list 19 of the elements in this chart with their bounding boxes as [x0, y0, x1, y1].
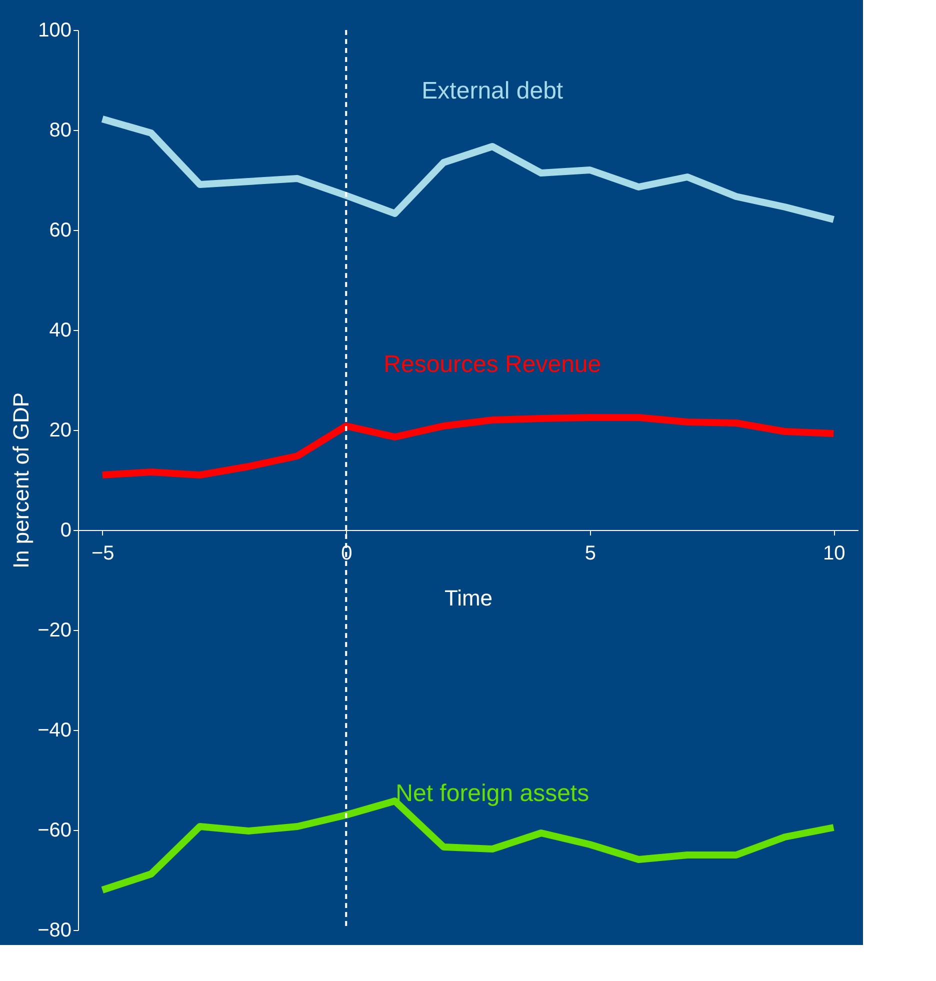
- x-tick-label: −5: [91, 542, 114, 564]
- y-tick-label: 80: [49, 120, 72, 142]
- y-tick-label: 20: [49, 420, 72, 442]
- y-axis-title: In percent of GDP: [8, 392, 34, 569]
- text: External debt: [422, 78, 564, 104]
- x-tick-label: 0: [341, 542, 352, 564]
- y-tick-label: −40: [38, 720, 72, 742]
- y-tick-label: −60: [38, 820, 72, 842]
- y-tick-label: 0: [60, 520, 72, 542]
- y-tick-label: −80: [38, 920, 72, 942]
- series-label: Net foreign assets: [396, 780, 590, 807]
- y-tick-label: 40: [49, 320, 72, 342]
- x-tick-label: 5: [584, 542, 596, 564]
- series-label: Resources Revenue: [384, 351, 602, 378]
- y-tick-label: 60: [49, 220, 72, 242]
- y-tick-label: 100: [38, 20, 72, 42]
- y-tick-label: −20: [38, 620, 72, 642]
- x-axis-title: Time: [444, 586, 493, 610]
- x-tick-label: 10: [823, 542, 846, 564]
